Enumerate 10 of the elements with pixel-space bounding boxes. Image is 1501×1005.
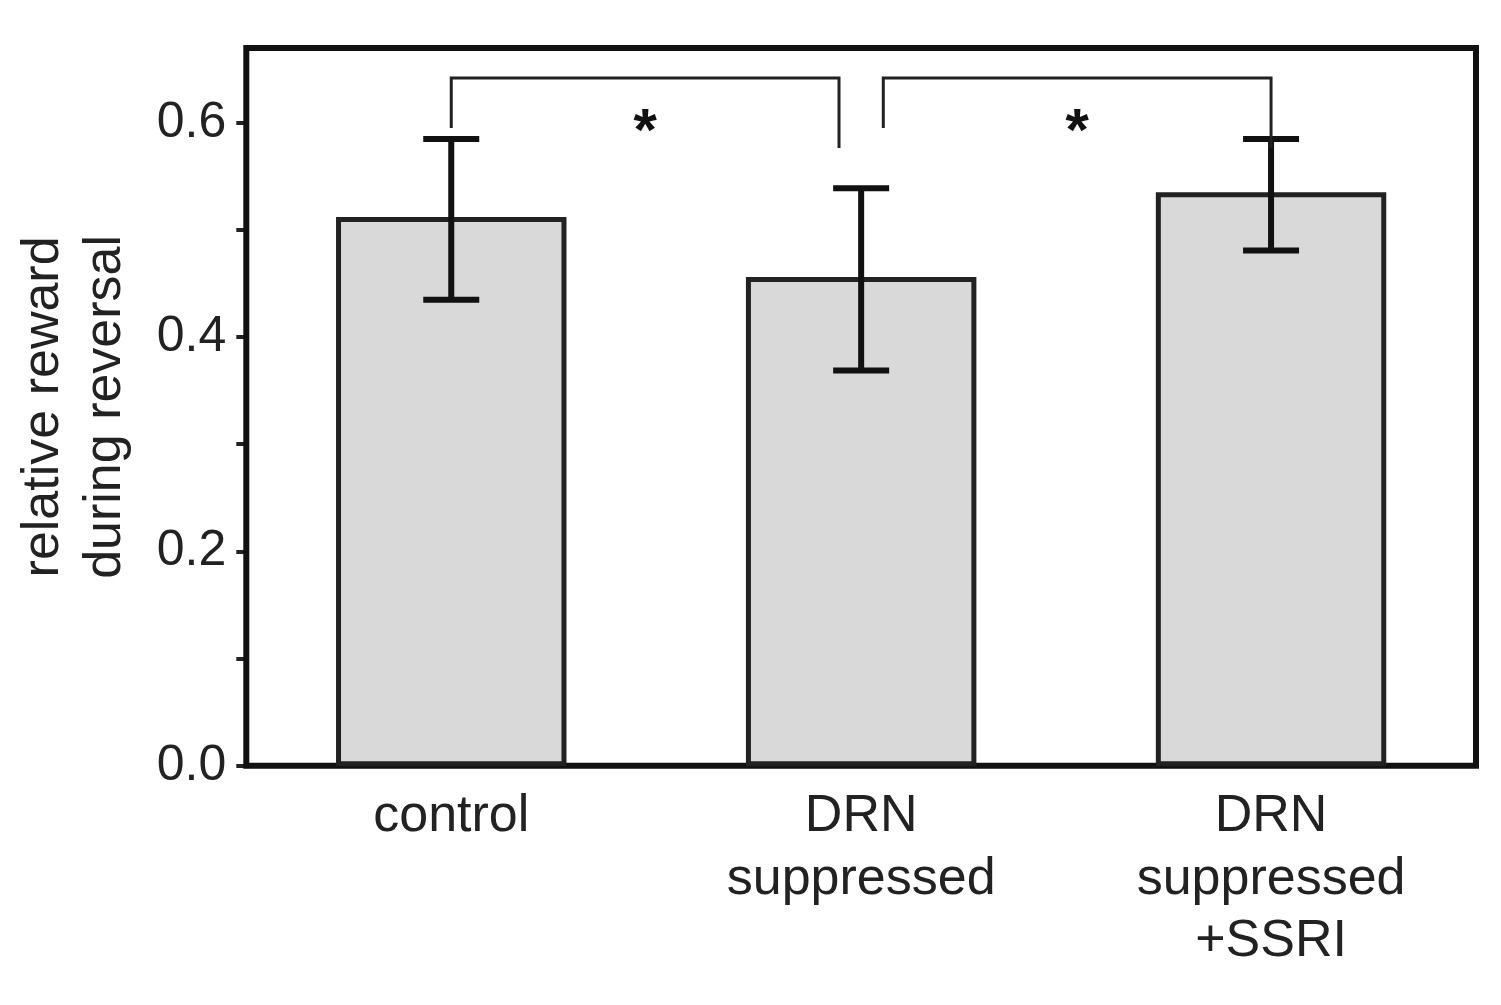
y-tick-label: 0.4 — [156, 306, 227, 363]
y-axis-title: relative reward during reversal — [10, 234, 131, 579]
y-tick-label: 0.2 — [156, 520, 227, 577]
x-tick-label: DRN suppressed — [726, 784, 996, 905]
annotation: * — [1065, 95, 1090, 163]
annotation: * — [633, 95, 658, 163]
x-tick-label: DRN suppressed +SSRI — [1136, 784, 1406, 968]
y-tick-label: 0.6 — [156, 91, 227, 148]
x-tick-label: control — [373, 784, 530, 843]
y-tick-label: 0.0 — [156, 734, 227, 791]
